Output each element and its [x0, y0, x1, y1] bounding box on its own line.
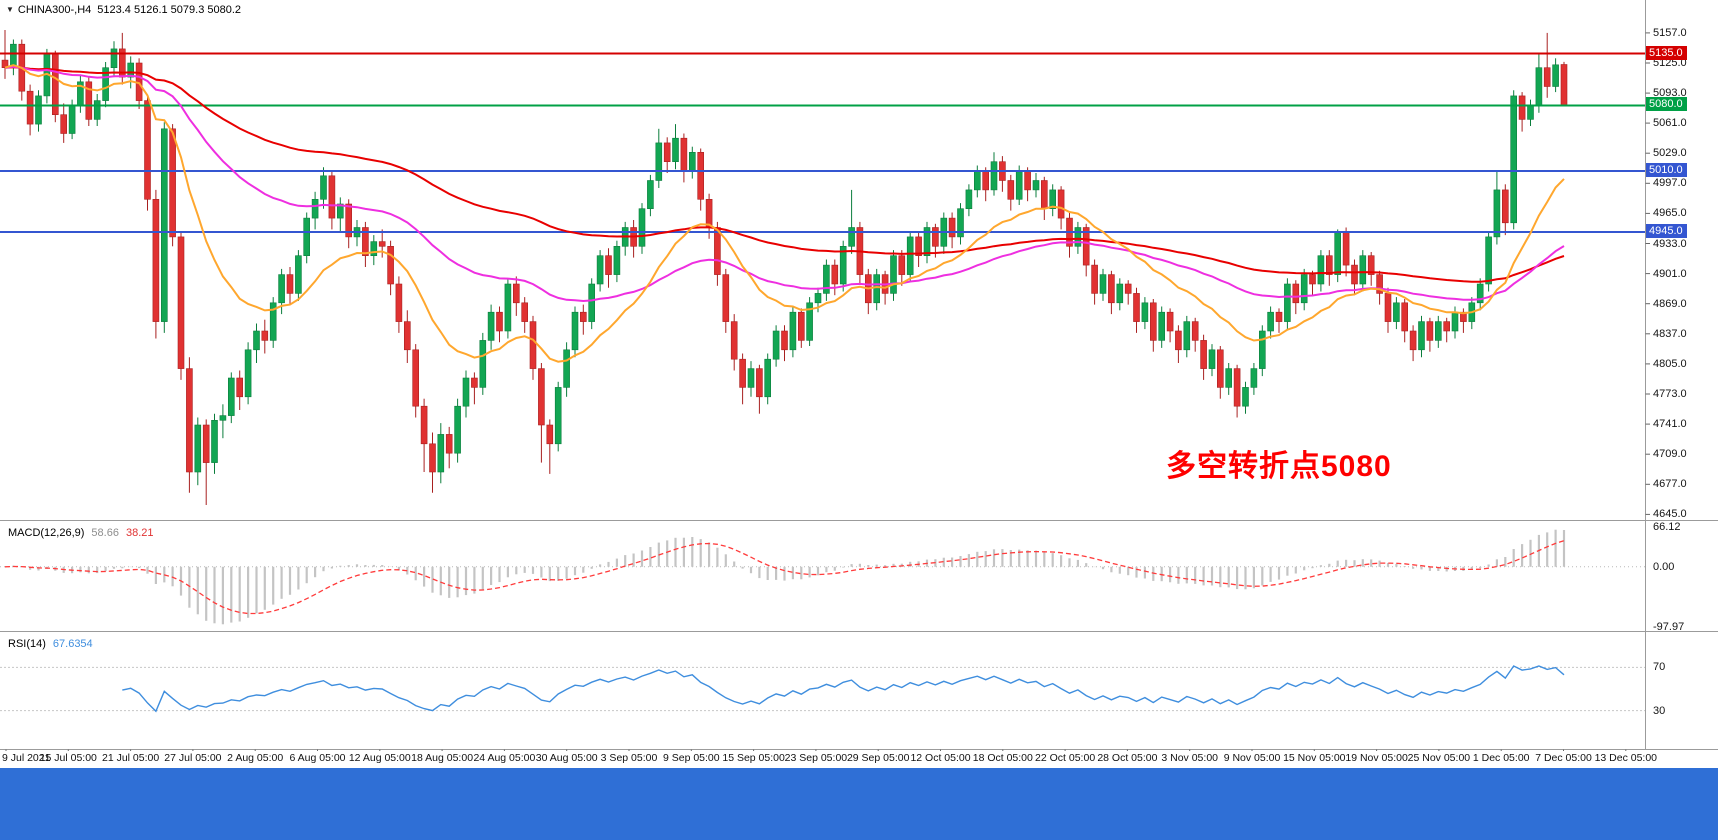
- rsi-name: RSI(14): [8, 638, 46, 650]
- chart-canvas[interactable]: [0, 0, 1718, 768]
- time-tick-label: 9 Jul 2021: [2, 752, 51, 764]
- price-tick-label: 4805.0: [1653, 357, 1687, 370]
- time-tick-label: 18 Aug 05:00: [411, 752, 474, 764]
- price-tick-label: 4965.0: [1653, 207, 1687, 220]
- price-tick-label: 5029.0: [1653, 147, 1687, 160]
- rsi-axis-label: 30: [1653, 704, 1666, 717]
- time-tick-label: 12 Oct 05:00: [910, 752, 971, 764]
- rsi-axis-label: 70: [1653, 661, 1666, 674]
- macd-name: MACD(12,26,9): [8, 527, 85, 539]
- chevron-down-icon[interactable]: ▼: [6, 5, 14, 14]
- macd-axis-label: 66.12: [1653, 521, 1681, 533]
- price-tick-label: 4997.0: [1653, 177, 1687, 190]
- time-tick-label: 18 Oct 05:00: [972, 752, 1033, 764]
- time-tick-label: 9 Nov 05:00: [1223, 752, 1281, 764]
- time-tick-label: 3 Sep 05:00: [600, 752, 658, 764]
- time-tick-label: 2 Aug 05:00: [227, 752, 284, 764]
- time-tick-label: 24 Aug 05:00: [473, 752, 536, 764]
- macd-axis-label: 0.00: [1653, 560, 1675, 573]
- time-tick-label: 1 Dec 05:00: [1472, 752, 1530, 764]
- time-tick-label: 22 Oct 05:00: [1035, 752, 1096, 764]
- time-tick-label: 27 Jul 05:00: [164, 752, 222, 764]
- macd-indicator-label: MACD(12,26,9) 58.66 38.21: [8, 527, 153, 539]
- footer-window-strip: [0, 768, 1718, 840]
- price-tick-label: 4901.0: [1653, 267, 1687, 280]
- rsi-indicator-label: RSI(14) 67.6354: [8, 638, 93, 650]
- time-tick-label: 15 Sep 05:00: [722, 752, 785, 764]
- price-axis[interactable]: 5157.0 5125.0 5093.0 5061.0 5029.0 4997.0 4965…: [1645, 0, 1718, 768]
- price-tick-label: 4709.0: [1653, 448, 1687, 461]
- price-level-tag: 5010.0: [1645, 163, 1687, 178]
- price-tick-label: 5093.0: [1653, 87, 1687, 100]
- price-tick-label: 4677.0: [1653, 478, 1687, 491]
- time-tick-label: 25 Nov 05:00: [1407, 752, 1471, 764]
- price-tick-label: 5125.0: [1653, 57, 1687, 69]
- macd-axis-label: -97.97: [1653, 621, 1685, 633]
- price-tick-label: 4933.0: [1653, 237, 1687, 250]
- time-tick-label: 9 Sep 05:00: [662, 752, 720, 764]
- symbol-title: CHINA300-,H4: [17, 4, 92, 16]
- price-level-tag: 5135.0: [1645, 45, 1687, 60]
- macd-main-value: 58.66: [91, 527, 119, 539]
- time-tick-label: 6 Aug 05:00: [289, 752, 346, 764]
- time-tick-label: 13 Dec 05:00: [1594, 752, 1658, 764]
- price-tick-label: 4741.0: [1653, 418, 1687, 431]
- price-tick-label: 4869.0: [1653, 297, 1687, 310]
- time-tick-label: 30 Aug 05:00: [535, 752, 598, 764]
- time-tick-label: 15 Jul 05:00: [39, 752, 97, 764]
- rsi-value: 67.6354: [52, 638, 93, 650]
- time-tick-label: 15 Nov 05:00: [1283, 752, 1346, 764]
- macd-signal-value: 38.21: [125, 527, 154, 539]
- time-tick-label: 3 Nov 05:00: [1161, 752, 1218, 764]
- price-level-tag: 5080.0: [1645, 97, 1687, 112]
- price-tick-label: 5061.0: [1653, 117, 1687, 130]
- price-tick-label: 5157.0: [1653, 26, 1687, 39]
- price-tick-label: 4837.0: [1653, 327, 1687, 340]
- chart-annotation-text[interactable]: 多空转折点5080: [1166, 450, 1392, 483]
- time-axis[interactable]: 9 Jul 2021 15 Jul 05:00 21 Jul 05:00 27 Jul…: [0, 751, 1718, 768]
- symbol-ohlc-values: 5123.4 5126.1 5079.3 5080.2: [97, 4, 242, 16]
- symbol-info-bar: ▼ CHINA300-,H4 5123.4 5126.1 5079.3 5080.2: [6, 4, 241, 16]
- time-tick-label: 12 Aug 05:00: [348, 752, 411, 764]
- time-tick-label: 21 Jul 05:00: [101, 752, 160, 764]
- time-tick-label: 28 Oct 05:00: [1097, 752, 1158, 764]
- price-tick-label: 4773.0: [1653, 388, 1687, 400]
- time-tick-label: 19 Nov 05:00: [1345, 752, 1408, 764]
- time-tick-label: 23 Sep 05:00: [784, 752, 848, 764]
- time-tick-label: 7 Dec 05:00: [1535, 752, 1592, 764]
- price-level-tag: 4945.0: [1645, 224, 1687, 239]
- price-tick-label: 4645.0: [1653, 508, 1687, 521]
- time-tick-label: 29 Sep 05:00: [846, 752, 910, 764]
